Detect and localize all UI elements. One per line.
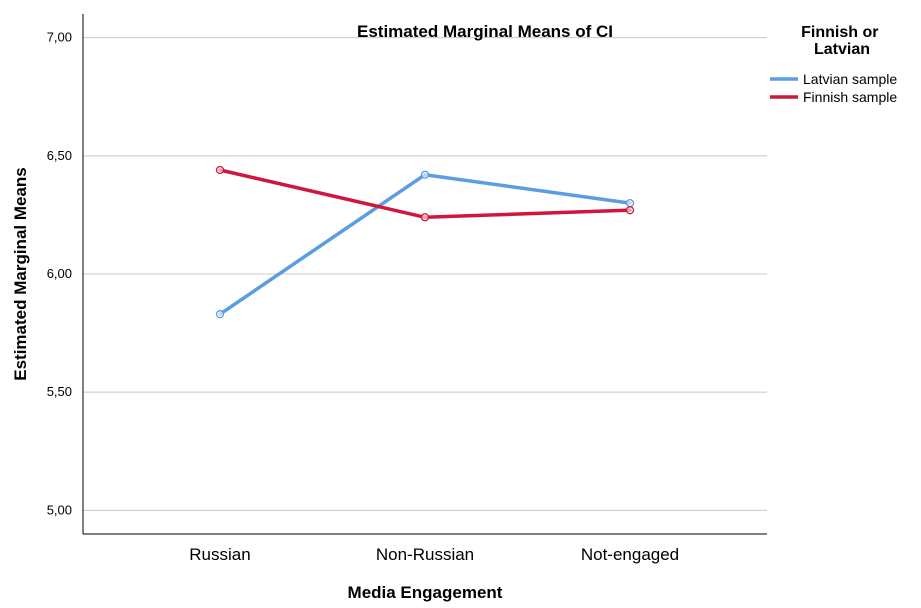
legend-items: Latvian sample Finnish sample xyxy=(770,71,897,105)
legend-label-finnish-sample: Finnish sample xyxy=(803,89,897,105)
grid-layer xyxy=(83,37,767,511)
data-point-finnish-sample xyxy=(625,206,635,215)
data-point-latvian-sample xyxy=(215,310,225,319)
x-axis-title: Media Engagement xyxy=(348,583,503,602)
y-tick-label: 7,00 xyxy=(47,30,72,45)
y-tick-label: 5,00 xyxy=(47,502,72,517)
y-tick-label: 6,50 xyxy=(47,148,72,163)
legend-title-line-1: Finnish or xyxy=(801,24,878,41)
series-layer xyxy=(215,165,635,319)
legend-label-latvian-sample: Latvian sample xyxy=(803,71,897,87)
series-line-latvian-sample xyxy=(218,172,632,316)
data-point-finnish-sample xyxy=(420,213,430,222)
axis-layer xyxy=(82,14,767,535)
y-tick-label: 6,00 xyxy=(47,266,72,281)
data-point-latvian-sample xyxy=(420,170,430,179)
data-point-finnish-sample xyxy=(215,165,225,175)
legend: Finnish or Latvian Latvian sample Finnish… xyxy=(770,24,897,105)
y-axis-title: Estimated Marginal Means xyxy=(11,167,30,381)
y-tick-label: 5,50 xyxy=(47,384,72,399)
x-tick-label: Not-engaged xyxy=(581,545,679,564)
x-tick-label: Non-Russian xyxy=(376,545,474,564)
legend-title: Finnish or Latvian xyxy=(801,24,883,58)
data-point-latvian-sample xyxy=(625,198,635,208)
y-tick-labels: 5,00 5,50 6,00 6,50 7,00 xyxy=(47,30,72,518)
x-tick-label: Russian xyxy=(189,545,250,564)
chart-title: Estimated Marginal Means of CI xyxy=(357,22,613,41)
legend-title-line-2: Latvian xyxy=(814,41,870,58)
x-tick-labels: Russian Non-Russian Not-engaged xyxy=(189,545,679,564)
